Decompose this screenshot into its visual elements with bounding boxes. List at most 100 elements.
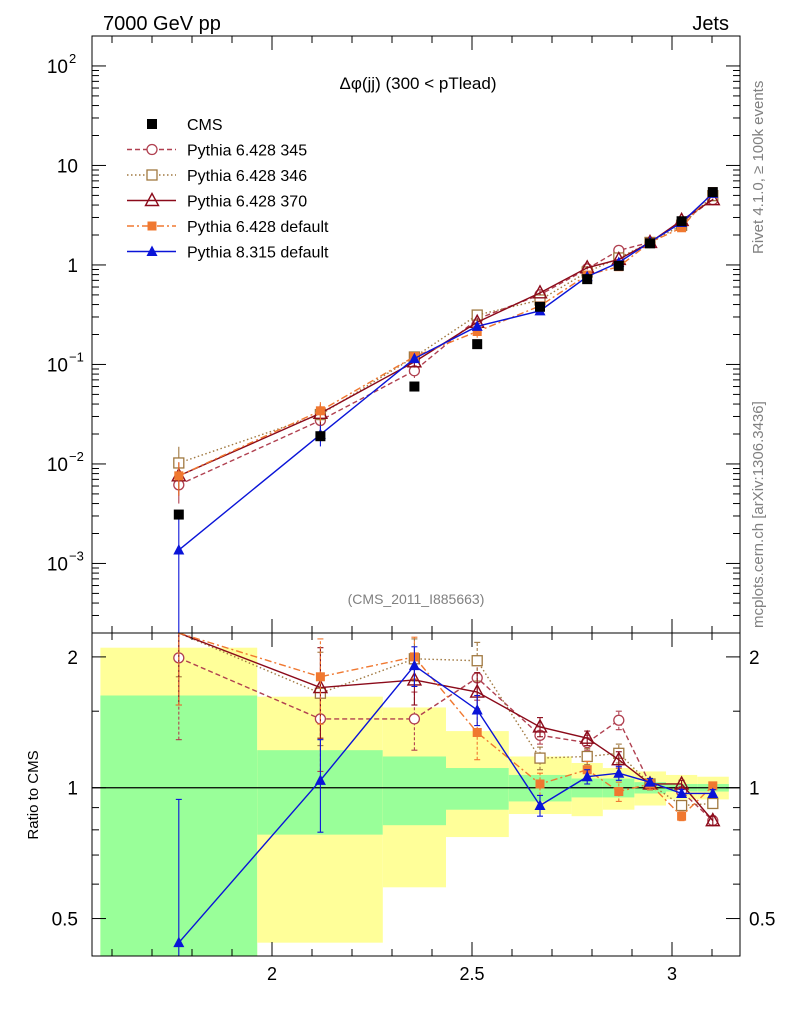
legend-entry: Pythia 6.428 345 <box>127 143 307 160</box>
ratio-frame <box>91 632 741 957</box>
plot-title: Δφ(jj) (300 < pTlead) <box>339 74 496 93</box>
legend-entry: Pythia 6.428 370 <box>127 192 307 211</box>
x-tick-label: 3 <box>667 964 677 984</box>
main-line <box>178 199 714 477</box>
main-plot-content <box>171 187 721 633</box>
ratio-marker <box>579 729 595 744</box>
legend-label: CMS <box>187 117 223 134</box>
legend-marker <box>146 143 158 156</box>
cms-data-point <box>707 187 718 198</box>
legend-marker <box>144 192 160 207</box>
x-tick-label: 2 <box>267 964 277 984</box>
y-tick-label: 10 <box>47 455 68 476</box>
ratio-marker <box>705 812 721 827</box>
ratio-marker <box>408 713 421 725</box>
legend-entry: Pythia 6.428 346 <box>127 168 307 185</box>
y-tick-exponent: −1 <box>69 349 84 364</box>
rivet-version-label: Rivet 4.1.0, ≥ 100k events <box>750 81 767 254</box>
ratio-line <box>178 657 714 822</box>
ratio-marker <box>535 779 545 789</box>
ratio-marker <box>581 770 593 782</box>
ratio-marker <box>471 703 483 715</box>
ratio-y-ticks: 0.5 0.5 1 1 2 2 <box>52 648 776 931</box>
cms-data-point <box>315 431 326 442</box>
ratio-marker <box>532 718 548 733</box>
legend-label: Pythia 6.428 default <box>187 219 329 236</box>
ratio-tick-label-left: 0.5 <box>52 910 78 931</box>
main-marker <box>408 352 420 364</box>
legend-marker <box>146 169 158 181</box>
main-marker <box>471 320 483 331</box>
legend-entry: Pythia 8.315 default <box>127 245 329 262</box>
ratio-panel: 0.5 0.5 1 1 2 2 Ratio to CMS <box>25 632 776 957</box>
main-marker <box>677 223 687 233</box>
ratio-tick-label-right: 1 <box>749 779 760 800</box>
main-line <box>178 191 714 477</box>
ratio-axis-label: Ratio to CMS <box>25 750 42 839</box>
mcplots-reference-label: mcplots.cern.ch [arXiv:1306.3436] <box>750 401 767 628</box>
ratio-line <box>178 632 714 822</box>
ratio-marker <box>677 811 687 821</box>
ratio-line <box>178 632 713 807</box>
legend-marker <box>146 245 158 256</box>
legend: CMS Pythia 6.428 345 Pythia 6.428 346 Pythi… <box>127 117 329 262</box>
ratio-tick-label-left: 1 <box>67 779 78 800</box>
ratio-marker <box>314 774 326 785</box>
main-marker <box>532 284 548 299</box>
main-marker <box>174 471 184 481</box>
legend-label: Pythia 6.428 345 <box>187 143 307 160</box>
analysis-tag: (CMS_2011_I885663) <box>348 591 485 607</box>
main-marker <box>472 326 482 336</box>
y-tick-label: 10 <box>47 554 68 575</box>
cms-data-point <box>582 274 593 285</box>
legend-marker <box>147 119 157 129</box>
ratio-marker <box>173 936 185 948</box>
legend-label: Pythia 6.428 370 <box>187 194 307 211</box>
legend-entry: Pythia 6.428 default <box>127 219 329 236</box>
ratio-marker <box>707 797 719 810</box>
cms-data-point <box>676 216 687 227</box>
ratio-plot-content <box>92 632 740 956</box>
main-marker <box>315 406 325 416</box>
main-line <box>178 192 714 551</box>
ratio-tick-label-left: 2 <box>67 648 78 669</box>
y-tick-exponent: −2 <box>69 449 84 464</box>
legend-entry: CMS <box>147 117 223 134</box>
cms-data-point <box>535 301 545 312</box>
y-tick-label: 10 <box>57 156 78 177</box>
x-axis: 2 2.5 3 <box>111 36 713 984</box>
cms-data-point <box>472 339 483 350</box>
ratio-marker <box>613 714 625 726</box>
ratio-marker <box>315 672 325 682</box>
legend-label: Pythia 6.428 346 <box>187 168 307 185</box>
ratio-marker <box>611 751 627 766</box>
cms-data-point <box>173 509 184 520</box>
legend-marker <box>147 221 157 231</box>
ratio-marker <box>471 655 483 667</box>
cms-data-point <box>645 238 655 249</box>
main-marker <box>705 191 721 206</box>
cms-data-point <box>613 260 624 271</box>
legend-label: Pythia 8.315 default <box>187 245 329 262</box>
ratio-marker <box>408 659 420 671</box>
x-tick-label: 2.5 <box>459 964 484 984</box>
stat-uncertainty-band <box>382 756 446 826</box>
y-tick-label: 10 <box>47 57 68 78</box>
ratio-marker <box>675 799 688 812</box>
ratio-marker <box>707 787 719 798</box>
ratio-marker <box>534 799 546 811</box>
ratio-marker <box>534 752 546 764</box>
header-process: Jets <box>692 13 729 35</box>
main-line <box>178 195 714 464</box>
ratio-tick-label-right: 0.5 <box>749 910 775 931</box>
y-tick-label: 1 <box>67 256 78 277</box>
y-tick-label: 10 <box>47 355 68 376</box>
ratio-marker <box>676 787 688 798</box>
cms-data-point <box>409 381 420 392</box>
ratio-line <box>178 664 713 944</box>
stat-uncertainty-band <box>446 768 509 810</box>
ratio-marker <box>613 767 625 778</box>
y-tick-exponent: 2 <box>69 51 76 66</box>
